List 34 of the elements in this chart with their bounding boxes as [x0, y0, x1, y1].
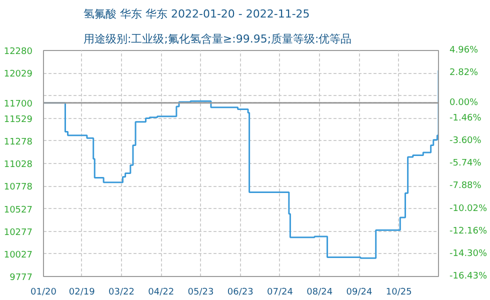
y-tick-label: 11028	[4, 160, 33, 170]
x-tick-label: 06/23	[227, 288, 254, 298]
y2-tick-label: -1.46%	[450, 113, 482, 124]
x-tick-label: 08/24	[306, 288, 333, 298]
y2-tick-label: 0.00%	[450, 98, 479, 108]
y-tick-label: 10778	[4, 182, 33, 193]
y-tick-label: 11278	[4, 137, 33, 148]
y2-tick-label: -14.30%	[450, 248, 488, 259]
x-tick-label: 01/20	[30, 288, 57, 298]
chart-title: 氢氟酸 华东 华东 2022-01-20 - 2022-11-25	[84, 8, 310, 20]
x-tick-label: 03/22	[108, 288, 134, 298]
y-tick-label: 12029	[4, 70, 33, 80]
x-tick-label: 09/24	[346, 288, 372, 298]
y2-tick-label: -16.43%	[450, 272, 488, 282]
y-tick-label: 12280	[4, 47, 33, 57]
y-tick-label: 11700	[4, 99, 33, 110]
y-tick-label: 10277	[4, 228, 33, 238]
y-tick-label: 9777	[10, 273, 32, 283]
x-tick-label: 07/24	[267, 288, 294, 298]
y2-tick-label: 2.82%	[450, 68, 479, 78]
x-tick-label: 05/23	[188, 288, 214, 298]
y-tick-label: 11529	[4, 114, 33, 125]
x-tick-label: 02/19	[68, 288, 96, 298]
y2-tick-label: -7.88%	[450, 181, 482, 192]
y2-tick-label: -10.02%	[450, 204, 488, 214]
y2-tick-label: -12.16%	[450, 226, 488, 236]
y2-tick-label: -3.60%	[450, 136, 482, 146]
x-tick-label: 04/22	[148, 288, 174, 298]
chart-subtitle: 用途级别:工业级;氟化氢含量≥:99.95;质量等级:优等品	[84, 32, 352, 46]
y-tick-label: 10527	[4, 205, 33, 216]
y2-tick-label: 4.96%	[450, 46, 479, 56]
y2-tick-label: -5.74%	[450, 158, 482, 169]
y-tick-label: 10027	[4, 250, 33, 260]
x-tick-label: 10/25	[386, 288, 412, 298]
